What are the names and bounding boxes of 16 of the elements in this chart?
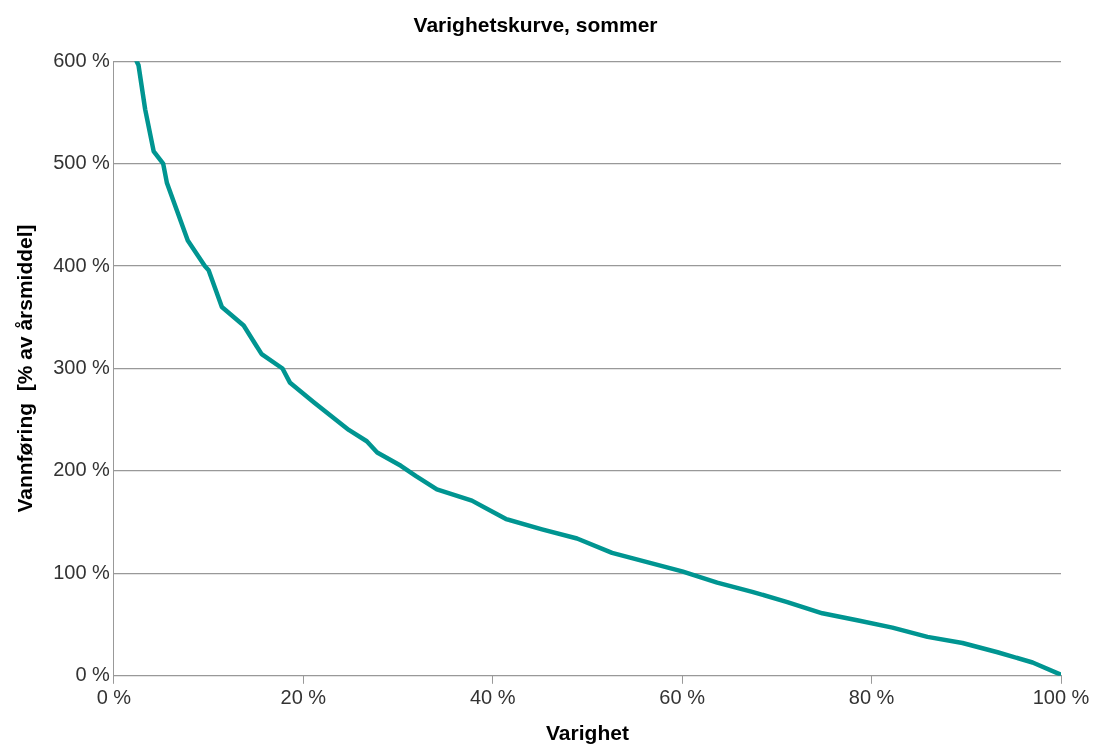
y-tick-label: 100 % xyxy=(53,560,111,583)
y-tick-label: 300 % xyxy=(53,356,111,379)
y-tick-label: 600 % xyxy=(53,48,111,71)
y-tick-label: 200 % xyxy=(53,458,111,481)
x-tick-label: 40 % xyxy=(469,686,516,709)
y-tick-label: 0 % xyxy=(75,663,111,686)
x-tick-label: 60 % xyxy=(659,686,706,709)
y-tick-label: 500 % xyxy=(53,151,111,174)
y-tick-label: 400 % xyxy=(53,253,111,276)
x-tick-label: 0 % xyxy=(96,686,132,709)
x-tick-label: 80 % xyxy=(848,686,895,709)
y-axis-title: Vannføring [% av årsmiddel] xyxy=(13,224,37,513)
chart-title: Varighetskurve, sommer xyxy=(413,13,658,37)
x-axis-title: Varighet xyxy=(546,721,629,745)
x-tick-label: 100 % xyxy=(1032,686,1090,709)
x-tick-label: 20 % xyxy=(280,686,327,709)
